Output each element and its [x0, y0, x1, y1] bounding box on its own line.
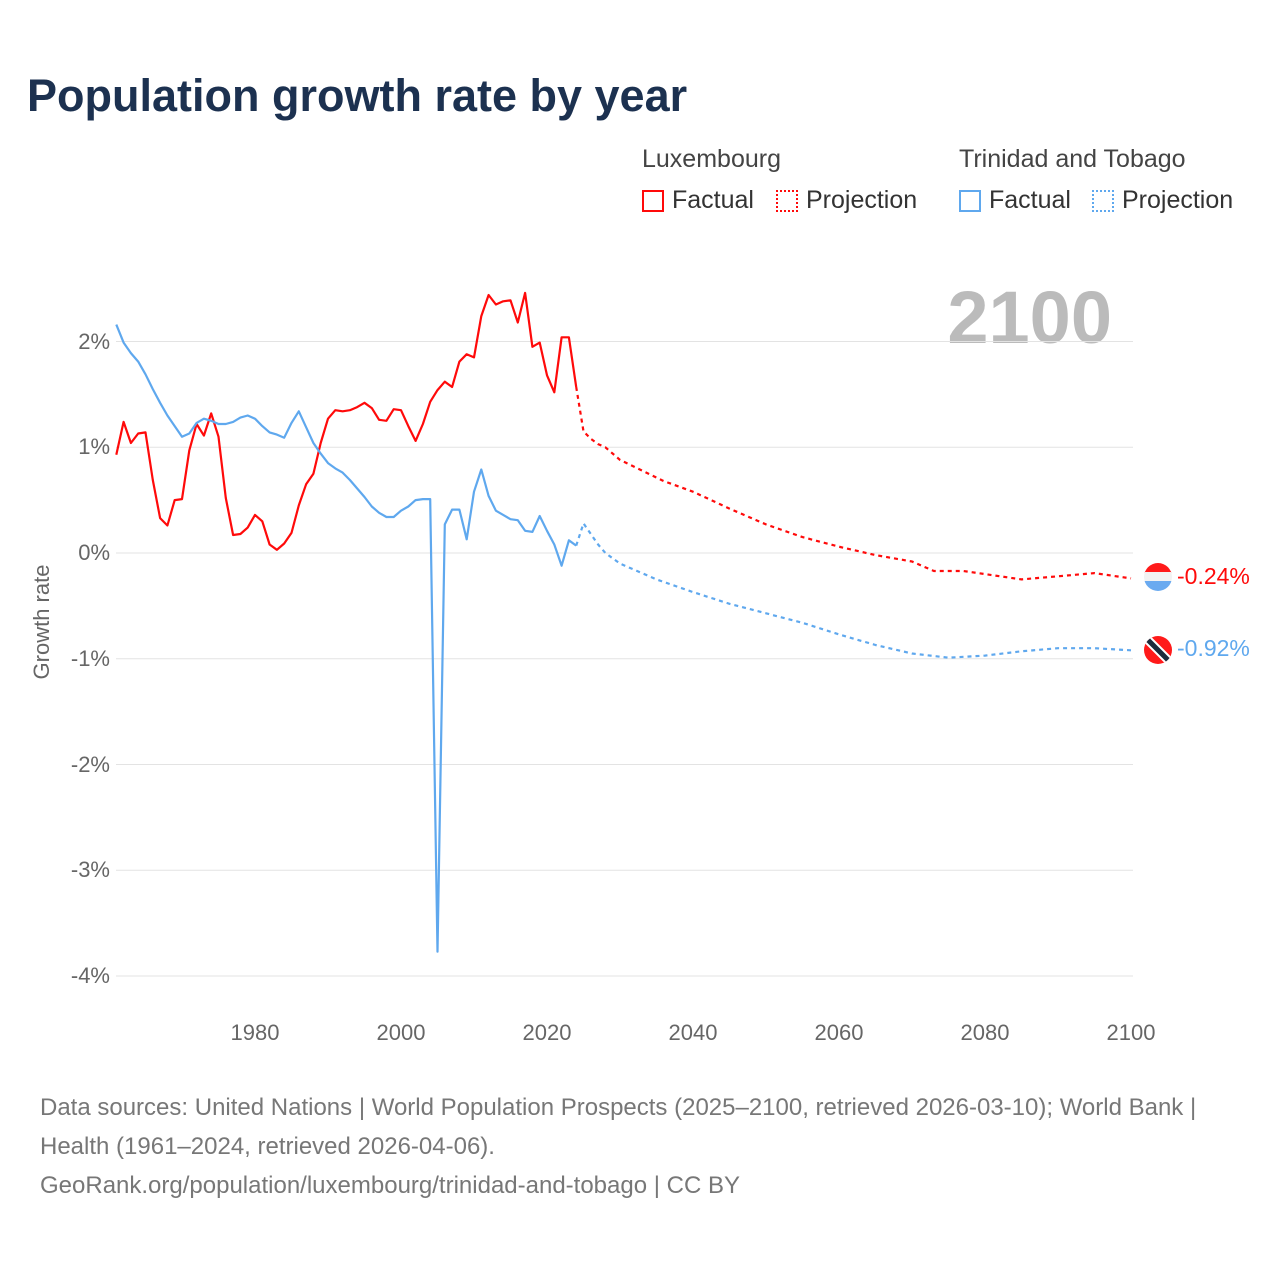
x-tick-label: 2040	[668, 1020, 718, 1045]
source-note: Data sources: United Nations | World Pop…	[40, 1088, 1240, 1205]
legend-swatch-dotted	[776, 189, 798, 212]
legend-group-luxembourg: Luxembourg	[642, 145, 781, 173]
legend-label: Factual	[672, 186, 754, 214]
source-link[interactable]: GeoRank.org/population/luxembourg/trinid…	[40, 1172, 740, 1199]
legend-label: Factual	[989, 186, 1071, 214]
legend-lux-projection[interactable]: Projection	[776, 186, 917, 215]
x-tick-label: 2020	[522, 1020, 572, 1045]
legend-lux-factual[interactable]: Factual	[642, 186, 754, 215]
source-line: Data sources: United Nations | World Pop…	[40, 1094, 1197, 1160]
highlight-year: 2100	[947, 276, 1112, 359]
legend-tt-factual[interactable]: Factual	[959, 186, 1071, 215]
end-label-luxembourg: -0.24%	[1177, 563, 1250, 589]
y-tick-label: 2%	[78, 328, 110, 354]
legend-label: Projection	[806, 186, 918, 214]
chart-title: Population growth rate by year	[27, 70, 688, 121]
x-tick-label: 2080	[960, 1020, 1010, 1045]
y-tick-label: 1%	[78, 434, 110, 460]
x-tick-label: 2000	[376, 1020, 426, 1045]
series-line-luxembourg-factual	[115, 291, 578, 551]
legend-swatch-solid	[642, 189, 664, 212]
series-line-trinidad-and-tobago-projection	[575, 522, 1132, 659]
y-tick-label: -1%	[70, 645, 110, 671]
x-tick-label: 1980	[230, 1020, 280, 1045]
x-tick-label: 2100	[1106, 1020, 1156, 1045]
legend-swatch-dotted	[1092, 189, 1114, 212]
flag-trinidad-icon	[1144, 636, 1172, 664]
y-tick-label: -2%	[70, 751, 110, 777]
series-line-trinidad-and-tobago-factual	[115, 324, 577, 953]
end-label-trinidad: -0.92%	[1177, 635, 1250, 661]
y-tick-label: -3%	[70, 857, 110, 883]
x-tick-label: 2060	[814, 1020, 864, 1045]
legend-group-trinidad: Trinidad and Tobago	[959, 145, 1186, 173]
legend-label: Projection	[1122, 186, 1234, 214]
flag-luxembourg-icon	[1144, 563, 1172, 591]
y-tick-label: -4%	[70, 963, 110, 988]
y-tick-label: 0%	[78, 540, 110, 565]
legend-swatch-solid	[959, 189, 981, 212]
legend-tt-projection[interactable]: Projection	[1092, 186, 1233, 215]
series-line-luxembourg-projection	[575, 386, 1132, 581]
